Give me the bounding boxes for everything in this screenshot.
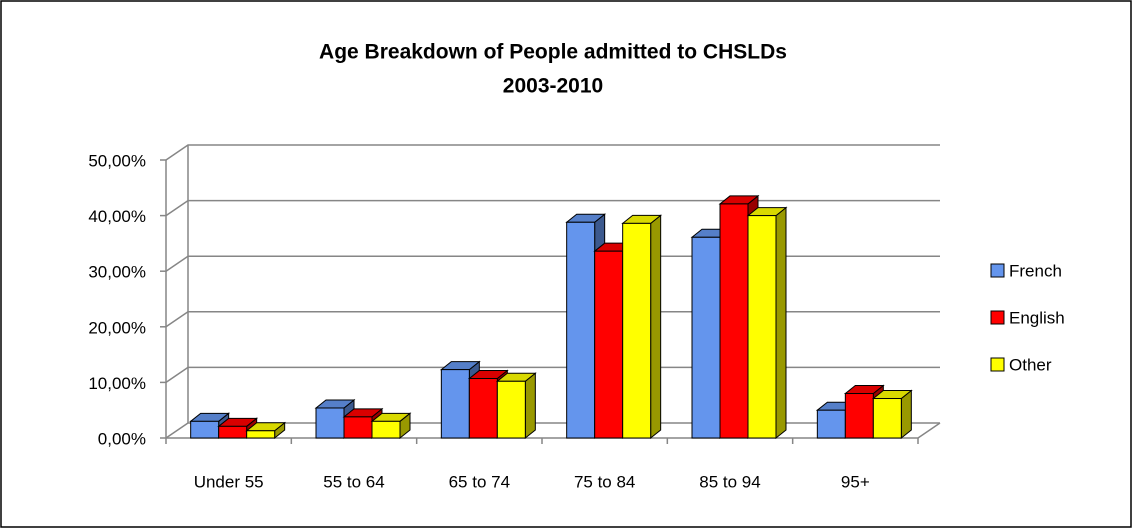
bar bbox=[371, 420, 401, 439]
y-tick-label: 30,00% bbox=[88, 263, 146, 282]
bar bbox=[816, 409, 846, 439]
bar bbox=[315, 407, 345, 439]
x-tick-label: 95+ bbox=[841, 472, 870, 491]
bar bbox=[566, 221, 596, 439]
bar-side bbox=[775, 206, 787, 440]
legend-swatch bbox=[990, 310, 1005, 325]
bar bbox=[343, 416, 373, 439]
bar bbox=[844, 393, 874, 439]
bar bbox=[719, 203, 749, 439]
y-tick-label: 10,00% bbox=[88, 374, 146, 393]
legend-label: English bbox=[1009, 308, 1065, 327]
bar bbox=[691, 236, 721, 439]
bar bbox=[440, 369, 470, 439]
bar bbox=[468, 378, 498, 439]
x-tick-label: 85 to 94 bbox=[699, 472, 760, 491]
bar-side bbox=[650, 214, 662, 440]
bar bbox=[496, 380, 526, 439]
bar bbox=[872, 398, 902, 439]
bar bbox=[246, 430, 276, 439]
legend-swatch bbox=[990, 357, 1005, 372]
x-tick-label: 65 to 74 bbox=[449, 472, 510, 491]
legend-label: French bbox=[1009, 261, 1062, 280]
y-tick-label: 20,00% bbox=[88, 318, 146, 337]
bar bbox=[594, 250, 624, 439]
chart-subtitle: 2003-2010 bbox=[503, 75, 603, 98]
y-tick-label: 50,00% bbox=[88, 151, 146, 170]
legend-swatch bbox=[990, 263, 1005, 278]
y-tick-label: 0,00% bbox=[98, 429, 146, 448]
y-tick-label: 40,00% bbox=[88, 207, 146, 226]
legend-label: Other bbox=[1009, 355, 1052, 374]
bar-side bbox=[524, 372, 536, 440]
bar bbox=[747, 215, 777, 439]
x-tick-label: 55 to 64 bbox=[323, 472, 384, 491]
bar bbox=[218, 425, 248, 439]
x-tick-label: Under 55 bbox=[194, 472, 264, 491]
bar bbox=[190, 420, 220, 439]
bar bbox=[622, 222, 652, 439]
chart-title: Age Breakdown of People admitted to CHSL… bbox=[319, 41, 787, 64]
x-tick-label: 75 to 84 bbox=[574, 472, 635, 491]
